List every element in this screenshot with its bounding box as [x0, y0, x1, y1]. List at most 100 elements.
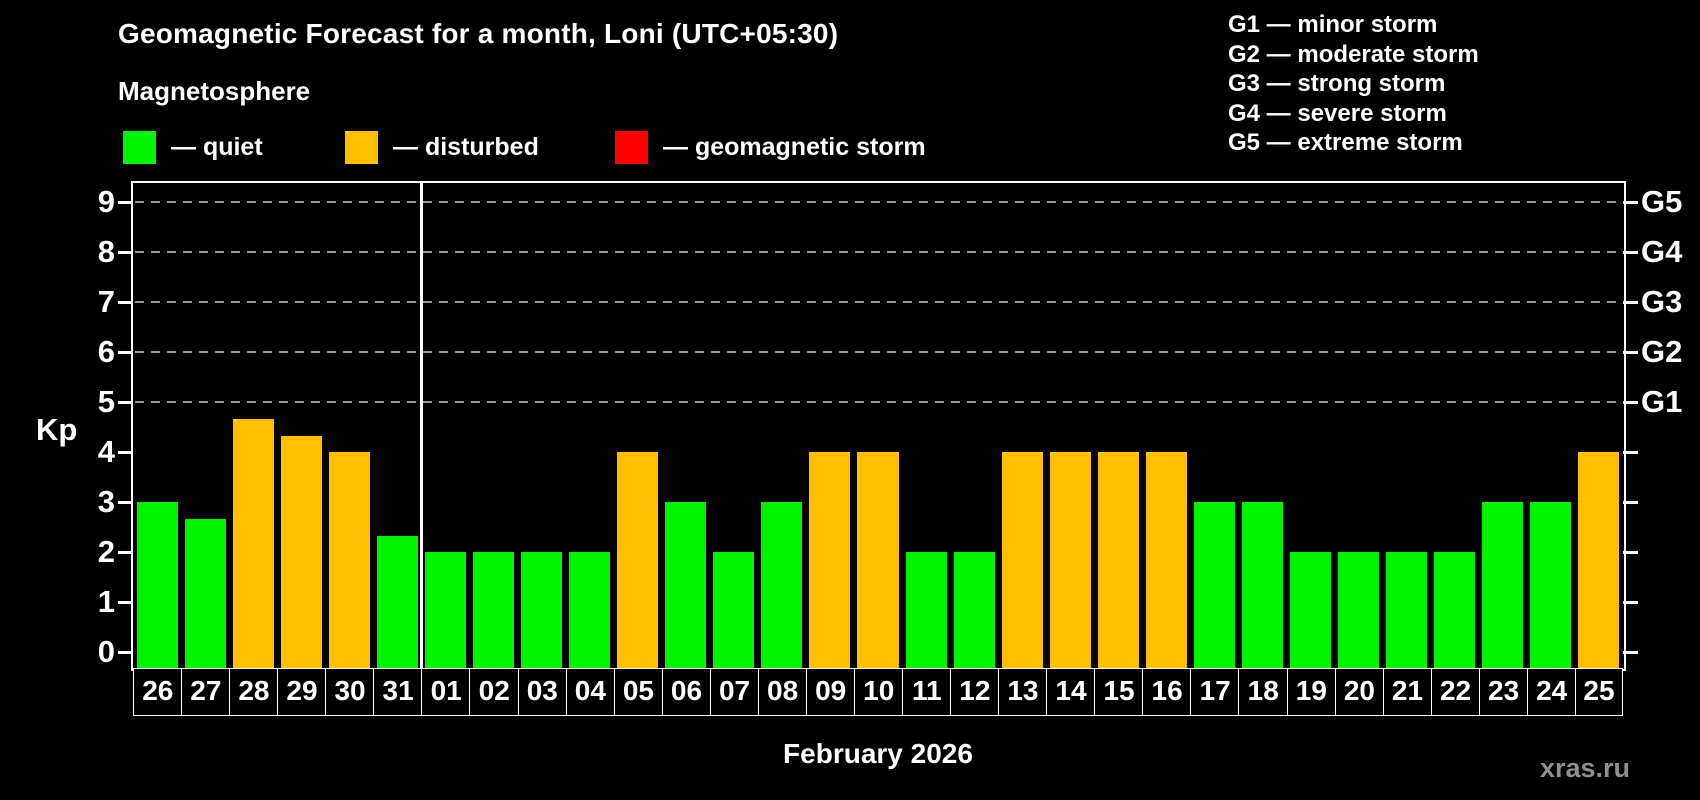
y-axis-tick-left	[118, 400, 133, 404]
kp-bar-day-14	[1049, 452, 1091, 668]
day-label-28: 28	[229, 668, 279, 716]
y-tick-label: 6	[97, 334, 115, 369]
day-label-27: 27	[181, 668, 231, 716]
day-label-02: 02	[469, 668, 519, 716]
y-axis-tick-right	[1623, 500, 1638, 504]
kp-bar-day-31	[376, 535, 418, 668]
y-tick-label: 1	[97, 584, 115, 619]
y-axis-tick-left	[118, 250, 133, 254]
gridline-kp5	[135, 401, 1621, 403]
y-axis-tick-right	[1623, 450, 1638, 454]
gridline-kp9	[135, 201, 1621, 203]
g-level-label-g1: G1	[1641, 384, 1683, 419]
kp-bar-day-12	[953, 552, 995, 668]
kp-bar-day-11	[905, 552, 947, 668]
y-tick-label: 5	[97, 384, 115, 419]
day-label-22: 22	[1430, 668, 1481, 716]
day-label-11: 11	[902, 668, 952, 716]
day-label-29: 29	[277, 668, 327, 716]
kp-bar-day-03	[521, 552, 563, 668]
kp-bar-day-07	[713, 552, 755, 668]
y-axis-tick-left	[118, 200, 133, 204]
day-label-03: 03	[517, 668, 568, 716]
kp-bar-day-04	[569, 552, 611, 668]
day-label-25: 25	[1574, 668, 1623, 716]
day-label-12: 12	[950, 668, 1000, 716]
g-scale-legend-line-g3: G3 — strong storm	[1228, 70, 1446, 97]
y-axis-tick-right	[1623, 300, 1638, 304]
y-axis-tick-right	[1623, 350, 1638, 354]
kp-bar-day-15	[1097, 452, 1139, 668]
y-tick-label: 9	[97, 184, 115, 219]
kp-bar-day-26	[136, 502, 178, 668]
day-label-16: 16	[1142, 668, 1192, 716]
kp-bar-day-22	[1434, 552, 1476, 668]
g-scale-legend-line-g1: G1 — minor storm	[1228, 11, 1438, 38]
kp-bar-day-10	[857, 452, 899, 668]
kp-bar-day-18	[1241, 502, 1284, 668]
kp-bar-day-30	[328, 452, 370, 668]
y-axis-tick-right	[1623, 250, 1638, 254]
kp-bar-day-13	[1001, 452, 1043, 668]
y-axis-tick-right	[1623, 600, 1638, 604]
legend-label-disturbed: — disturbed	[393, 133, 539, 161]
kp-bar-day-09	[809, 452, 851, 668]
legend-item-disturbed: — disturbed	[345, 131, 539, 164]
legend-item-quiet: — quiet	[123, 131, 263, 164]
day-label-08: 08	[757, 668, 808, 716]
y-axis-tick-left	[118, 500, 133, 504]
gridline-kp6	[135, 351, 1621, 353]
day-label-20: 20	[1334, 668, 1385, 716]
kp-bar-day-01	[424, 552, 466, 668]
kp-bar-day-28	[232, 418, 274, 668]
day-label-15: 15	[1094, 668, 1144, 716]
legend-label-quiet: — quiet	[171, 133, 263, 161]
legend-item-storm: — geomagnetic storm	[615, 131, 926, 164]
y-tick-label: 4	[97, 434, 115, 469]
kp-bar-day-05	[617, 452, 659, 668]
y-tick-label: 2	[97, 534, 115, 569]
day-label-30: 30	[325, 668, 375, 716]
day-label-17: 17	[1190, 668, 1240, 716]
g-scale-legend-line-g4: G4 — severe storm	[1228, 99, 1447, 127]
x-axis-month-title: February 2026	[783, 738, 973, 769]
day-label-21: 21	[1382, 668, 1433, 716]
watermark: xras.ru	[1539, 753, 1630, 783]
chart-subtitle: Magnetosphere	[118, 76, 311, 106]
g-scale-legend-line-g5: G5 — extreme storm	[1228, 129, 1463, 156]
y-axis-tick-left	[118, 350, 133, 354]
page-title: Geomagnetic Forecast for a month, Loni (…	[118, 18, 839, 49]
y-axis-tick-left	[118, 650, 133, 654]
y-axis-tick-right	[1623, 200, 1638, 204]
y-tick-label: 7	[97, 284, 115, 319]
gridline-kp7	[135, 301, 1621, 303]
month-separator	[420, 183, 423, 668]
day-label-07: 07	[709, 668, 760, 716]
kp-bar-day-20	[1338, 552, 1380, 668]
kp-bar-day-23	[1482, 502, 1524, 668]
day-label-31: 31	[373, 668, 423, 716]
y-axis-tick-right	[1623, 550, 1638, 554]
kp-bar-day-08	[761, 502, 803, 668]
g-scale-legend: G1 — minor storm G2 — moderate storm G3 …	[1228, 10, 1479, 158]
y-axis-tick-left	[118, 550, 133, 554]
legend-label-storm: — geomagnetic storm	[663, 133, 926, 161]
y-axis-tick-right	[1623, 650, 1638, 654]
day-label-23: 23	[1478, 668, 1529, 716]
y-axis-tick-right	[1623, 400, 1638, 404]
day-label-09: 09	[805, 668, 856, 716]
g-scale-legend-line-g2: G2 — moderate storm	[1228, 40, 1479, 68]
y-axis-tick-left	[118, 450, 133, 454]
kp-bar-day-19	[1290, 552, 1332, 668]
day-label-19: 19	[1286, 668, 1337, 716]
y-tick-label: 8	[97, 234, 115, 269]
day-label-06: 06	[661, 668, 712, 716]
y-tick-label: 3	[97, 484, 115, 519]
kp-bar-day-06	[665, 502, 707, 668]
y-axis-tick-left	[118, 300, 133, 304]
day-label-14: 14	[1046, 668, 1096, 716]
day-label-01: 01	[421, 668, 471, 716]
disturbed-color-swatch-icon	[345, 131, 378, 164]
y-axis-tick-left	[118, 600, 133, 604]
g-level-label-g5: G5	[1641, 184, 1683, 219]
